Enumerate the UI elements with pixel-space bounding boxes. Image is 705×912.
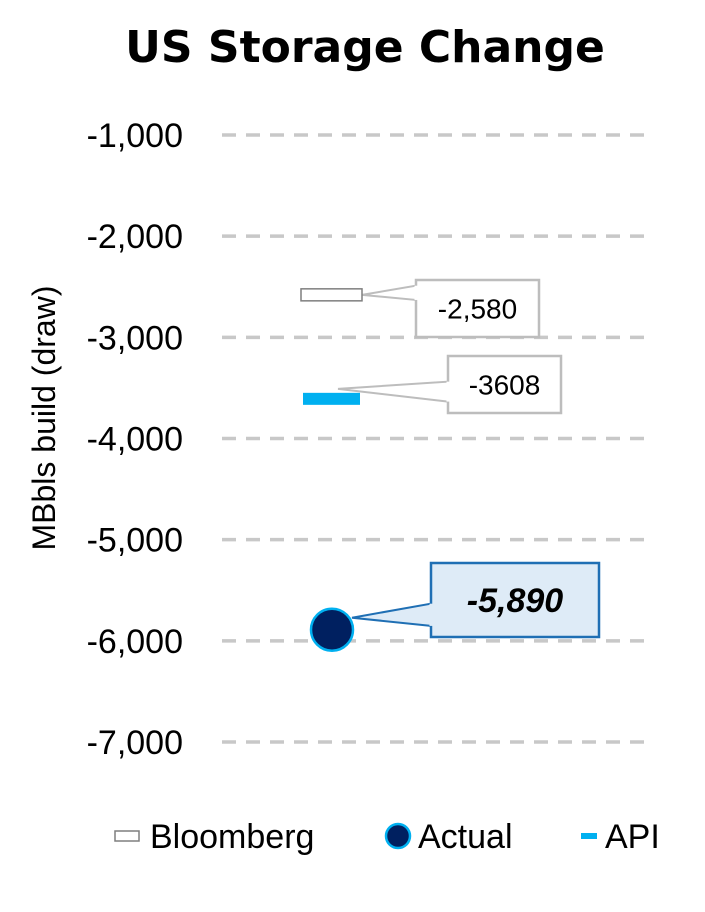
callout-box <box>446 354 563 415</box>
legend-item-actual: Actual <box>384 818 513 856</box>
legend-swatch <box>384 822 412 850</box>
callout-box <box>414 278 541 339</box>
data-label-api: -3608 <box>469 370 541 401</box>
y-tick-labels: -1,000 -2,000 -3,000 -4,000 -5,000 -6,000 -7,0… <box>87 117 183 762</box>
legend-label: API <box>605 818 660 856</box>
chart-title: US Storage Change <box>125 22 605 73</box>
legend-item-bloomberg: Bloomberg <box>114 818 314 856</box>
callout-api: -3608 <box>337 354 563 415</box>
y-tick-label: -2,000 <box>87 218 183 256</box>
y-tick-label: -4,000 <box>87 421 183 459</box>
callout-leader <box>361 284 417 302</box>
data-callouts: -2,580 -3608 -5,890 <box>337 278 601 639</box>
callout-bloomberg: -2,580 <box>361 278 541 339</box>
y-tick-label: -5,000 <box>87 522 183 560</box>
data-markers <box>300 288 363 652</box>
legend-label: Actual <box>418 818 513 856</box>
y-tick-label: -3,000 <box>87 319 183 357</box>
data-label-bloomberg: -2,580 <box>438 294 517 325</box>
legend: Bloomberg Actual API <box>114 818 660 856</box>
marker-bloomberg <box>300 288 363 302</box>
legend-label: Bloomberg <box>150 818 314 856</box>
marker-api <box>303 392 360 405</box>
marker-actual <box>309 607 355 652</box>
callout-leader <box>351 602 432 628</box>
legend-item-api: API <box>581 818 660 856</box>
callout-actual: -5,890 <box>351 561 601 639</box>
legend-swatch <box>581 833 597 839</box>
y-tick-label: -1,000 <box>87 117 183 155</box>
legend-swatch <box>114 830 140 842</box>
y-axis-label: MBbls build (draw) <box>26 286 62 551</box>
gridlines <box>222 133 650 744</box>
callout-box <box>429 561 601 639</box>
data-label-actual: -5,890 <box>467 582 563 620</box>
y-tick-label: -7,000 <box>87 724 183 762</box>
y-tick-label: -6,000 <box>87 623 183 661</box>
